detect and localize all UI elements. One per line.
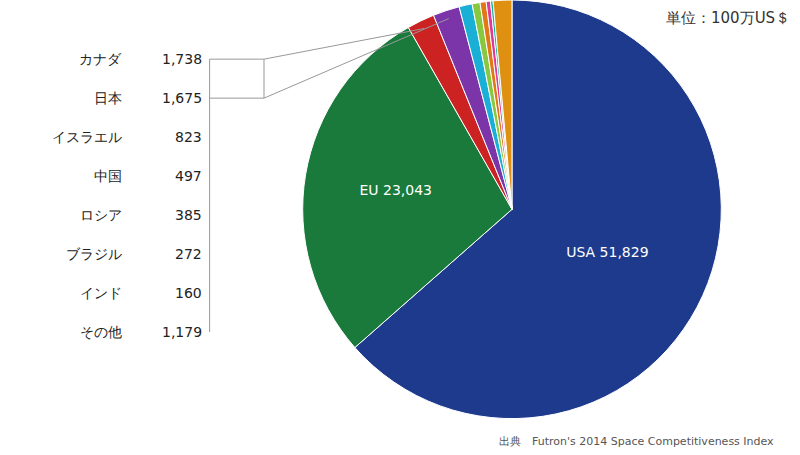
svg-text:ブラジル: ブラジル [66, 246, 122, 262]
svg-text:単位：100万US＄: 単位：100万US＄ [666, 9, 790, 27]
svg-text:日本: 日本 [94, 90, 122, 106]
svg-text:出典 Futron's 2014 Space Competi: 出典 Futron's 2014 Space Competitiveness I… [499, 435, 774, 448]
svg-text:イスラエル: イスラエル [52, 129, 122, 145]
svg-text:385: 385 [175, 207, 202, 223]
svg-text:ロシア: ロシア [80, 207, 122, 223]
svg-text:USA 51,829: USA 51,829 [566, 244, 648, 260]
svg-text:インド: インド [80, 285, 122, 301]
svg-text:その他: その他 [80, 324, 122, 340]
svg-text:272: 272 [175, 246, 202, 262]
svg-text:1,675: 1,675 [162, 90, 202, 106]
svg-text:160: 160 [175, 285, 202, 301]
svg-text:497: 497 [175, 168, 202, 184]
svg-text:1,179: 1,179 [162, 324, 202, 340]
svg-text:1,738: 1,738 [162, 51, 202, 67]
svg-text:中国: 中国 [94, 168, 122, 184]
svg-text:823: 823 [175, 129, 202, 145]
svg-text:カナダ: カナダ [79, 51, 122, 67]
svg-text:EU 23,043: EU 23,043 [359, 182, 432, 198]
